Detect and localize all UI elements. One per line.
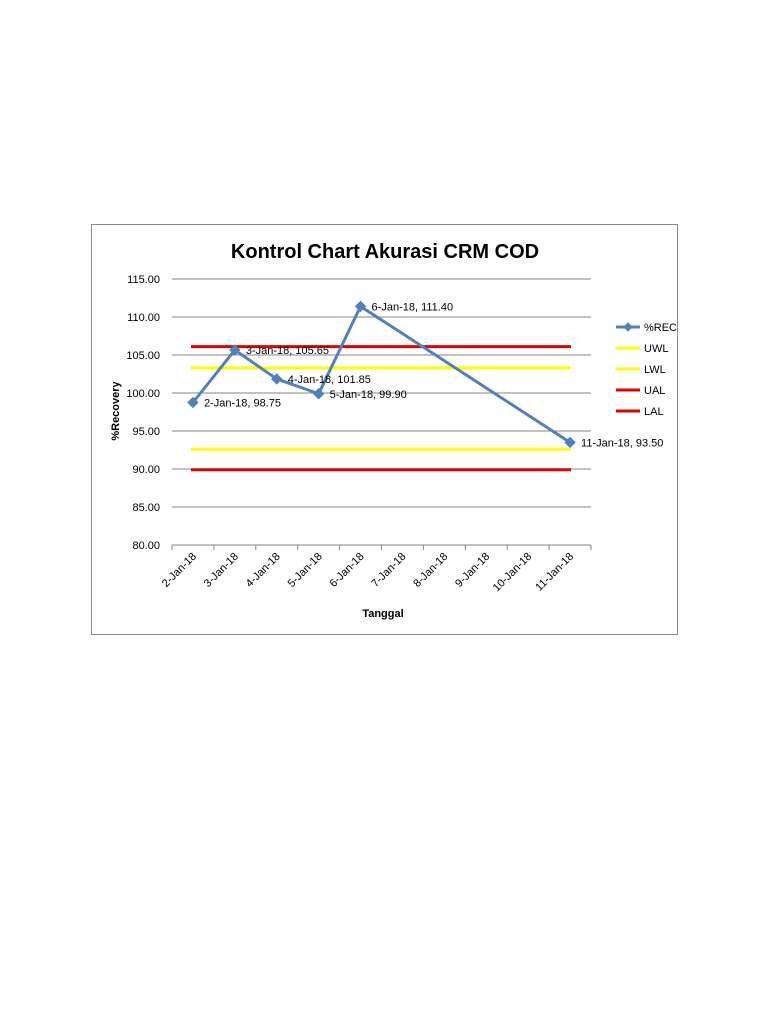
y-tick-label: 115.00 [127,274,160,286]
y-tick-label: 110.00 [127,312,160,324]
y-tick-label: 95.00 [132,426,160,438]
rec-marker [312,388,325,400]
rec-series-line [191,304,571,444]
x-tick-label: 2-Jan-18 [160,551,199,590]
x-tick-label: 11-Jan-18 [533,551,576,594]
y-tick-label: 105.00 [126,350,160,362]
y-tick-label: 80.00 [132,540,160,552]
x-axis-title: Tanggal [362,608,403,620]
legend-item-lal: LAL [616,406,664,418]
rec-marker [229,344,241,356]
y-tick-label: 100.00 [126,388,160,400]
x-tick-label: 7-Jan-18 [369,551,408,590]
data-label: 2-Jan-18, 98.75 [204,398,281,410]
rec-marker [354,300,367,313]
x-tick-label: 9-Jan-18 [453,551,492,590]
data-label: 5-Jan-18, 99.90 [330,389,407,401]
data-label: 4-Jan-18, 101.85 [288,374,371,386]
legend-label: UWL [644,343,668,355]
y-tick-label: 85.00 [132,502,160,514]
data-label: 3-Jan-18, 105.65 [246,345,329,357]
legend-item-ual: UAL [616,385,665,397]
legend-label: UAL [644,385,665,397]
legend-label: LWL [644,364,666,376]
legend-marker [623,322,633,332]
control-limit-lines [191,345,571,472]
chart-frame: Kontrol Chart Akurasi CRM COD 115.00 110.… [91,224,678,635]
data-labels: 2-Jan-18, 98.75 3-Jan-18, 105.65 4-Jan-18,… [204,301,663,449]
control-chart: Kontrol Chart Akurasi CRM COD 115.00 110.… [110,241,677,620]
legend: %REC UWL LWL UAL LAL [616,322,677,418]
data-label: 11-Jan-18, 93.50 [581,437,663,449]
x-axis-ticks: 2-Jan-18 3-Jan-18 4-Jan-18 5-Jan-18 6-Jan-18… [160,551,576,595]
x-tick-label: 6-Jan-18 [327,551,366,590]
rec-series [187,300,576,449]
y-axis-title: %Recovery [110,380,122,440]
legend-label: %REC [644,322,677,334]
x-tick-label: 3-Jan-18 [202,551,241,590]
rec-marker [564,436,576,449]
x-axis [171,544,592,550]
x-tick-label: 4-Jan-18 [244,551,283,590]
data-label: 6-Jan-18, 111.40 [372,301,454,313]
legend-item-uwl: UWL [616,343,668,355]
x-tick-label: 8-Jan-18 [411,551,450,590]
rec-marker [187,396,199,409]
chart-title: Kontrol Chart Akurasi CRM COD [231,241,539,263]
x-tick-label: 10-Jan-18 [491,551,535,595]
y-tick-label: 90.00 [132,464,160,476]
rec-marker [271,373,283,385]
x-tick-label: 5-Jan-18 [286,551,325,590]
legend-label: LAL [644,406,664,418]
legend-item-rec: %REC [616,322,677,334]
legend-item-lwl: LWL [616,364,666,376]
y-axis-ticks: 115.00 110.00 105.00 100.00 95.00 90.00 85.00 8… [126,274,160,552]
